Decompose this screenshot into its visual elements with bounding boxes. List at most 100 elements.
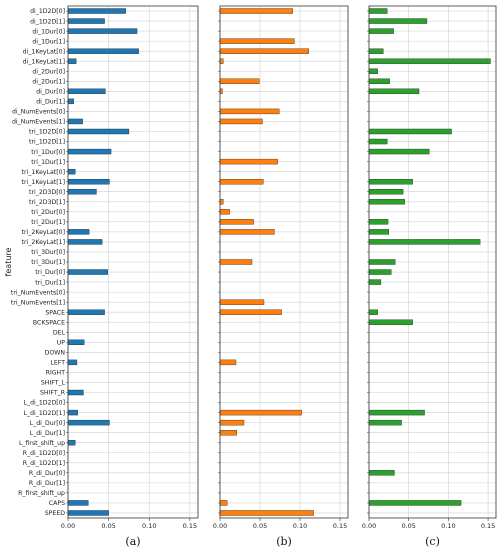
y-tick-label: di_2Dur[0] [32,68,65,75]
y-tick-label: SPACE [45,309,65,316]
bar [219,309,282,315]
x-tick-label: 0.10 [142,522,156,530]
y-tick-label: L_di_Dur[0] [30,420,65,427]
y-tick-label: di_1Dur[0] [32,28,65,35]
y-tick-label: di_NumEvents[1] [12,119,65,126]
bar [67,58,77,64]
bar [219,8,293,14]
bar [67,179,110,185]
y-tick-label: L_di_Dur[1] [30,430,65,437]
bar [67,8,126,14]
bar [67,269,108,275]
y-tick-label: UP [57,340,66,347]
bar [368,28,394,34]
bar [368,470,395,476]
bar [67,239,103,245]
bar [67,88,106,95]
bar [368,148,430,155]
bar [67,189,97,195]
bar [67,48,139,54]
y-tick-label: tri_1D2D[1] [29,139,65,146]
panel-caption: (b) [276,535,292,548]
bar [219,48,309,54]
bar [368,269,392,275]
bar [368,128,452,135]
bar [67,339,85,345]
bar [368,48,384,54]
bar [368,259,396,265]
bar [219,179,264,185]
bar [67,168,76,175]
bar [368,500,462,506]
bar [368,309,378,315]
bar [368,68,378,74]
y-tick-label: tri_Dur[0] [35,269,65,276]
y-axis-title: feature [4,247,13,276]
x-tick-label: 0.05 [253,522,267,530]
y-tick-label: RIGHT [46,370,66,377]
y-tick-label: tri_2Dur[1] [31,219,65,226]
y-tick-label: tri_1Dur[0] [31,149,65,156]
bar [219,38,295,44]
bar [67,419,110,426]
bar [219,158,278,165]
y-tick-label: SHIFT_L [41,380,66,387]
bar [219,429,237,436]
bar [368,199,405,205]
bar [219,229,275,235]
bar [368,239,481,245]
bar [67,510,109,516]
y-tick-label: BCKSPACE [33,319,65,326]
y-tick-label: R_di_1D2D[0] [23,450,65,457]
bar [67,128,130,135]
y-tick-label: di_1KeyLat[0] [23,48,65,55]
x-tick-label: 0.10 [441,522,455,530]
y-tick-label: L_first_shift_up [19,440,65,447]
bar [219,58,224,64]
bar [219,359,237,366]
bar [219,118,263,125]
bar [67,389,84,396]
bar [368,279,382,285]
y-tick-label: di_1D2D[1] [30,18,65,25]
y-tick-label: di_1Dur[1] [32,38,65,45]
y-tick-label: tri_1D2D[0] [29,129,65,136]
x-tick-label: 0.00 [61,522,75,530]
y-tick-label: tri_3Dur[1] [31,259,65,266]
bar [368,138,388,145]
x-tick-label: 0.00 [213,522,227,530]
x-tick-label: 0.10 [293,522,307,530]
y-tick-label: R_di_Dur[1] [29,480,65,487]
bar [219,108,280,115]
bar [67,18,105,24]
y-tick-label: di_1KeyLat[1] [23,58,65,65]
bar [368,229,390,235]
bar [219,500,228,506]
bar [219,78,260,84]
y-tick-label: tri_3Dur[0] [31,249,65,256]
bar [219,419,245,426]
bar [67,440,76,446]
plot-frame [219,5,349,519]
y-tick-label: di_Dur[0] [36,89,65,96]
bar [368,88,420,95]
y-tick-label: tri_2D3D[1] [29,199,65,206]
bar [368,18,428,24]
y-tick-label: tri_1KeyLat[1] [22,179,65,186]
x-tick-label: 0.05 [401,522,415,530]
bar [368,409,425,416]
y-tick-label: R_first_shift_up [18,490,65,497]
plot-frame [368,5,497,519]
bar [67,148,112,155]
bar [219,209,230,215]
y-tick-label: tri_2KeyLat[0] [22,229,65,236]
bar [67,28,138,34]
y-tick-label: CAPS [49,500,65,507]
y-tick-label: tri_NumEvents[0] [11,289,65,296]
y-tick-label: L_di_1D2D[1] [24,410,65,417]
y-tick-label: DEL [53,329,66,336]
bar [368,8,388,14]
y-tick-label: tri_2KeyLat[1] [22,239,65,246]
